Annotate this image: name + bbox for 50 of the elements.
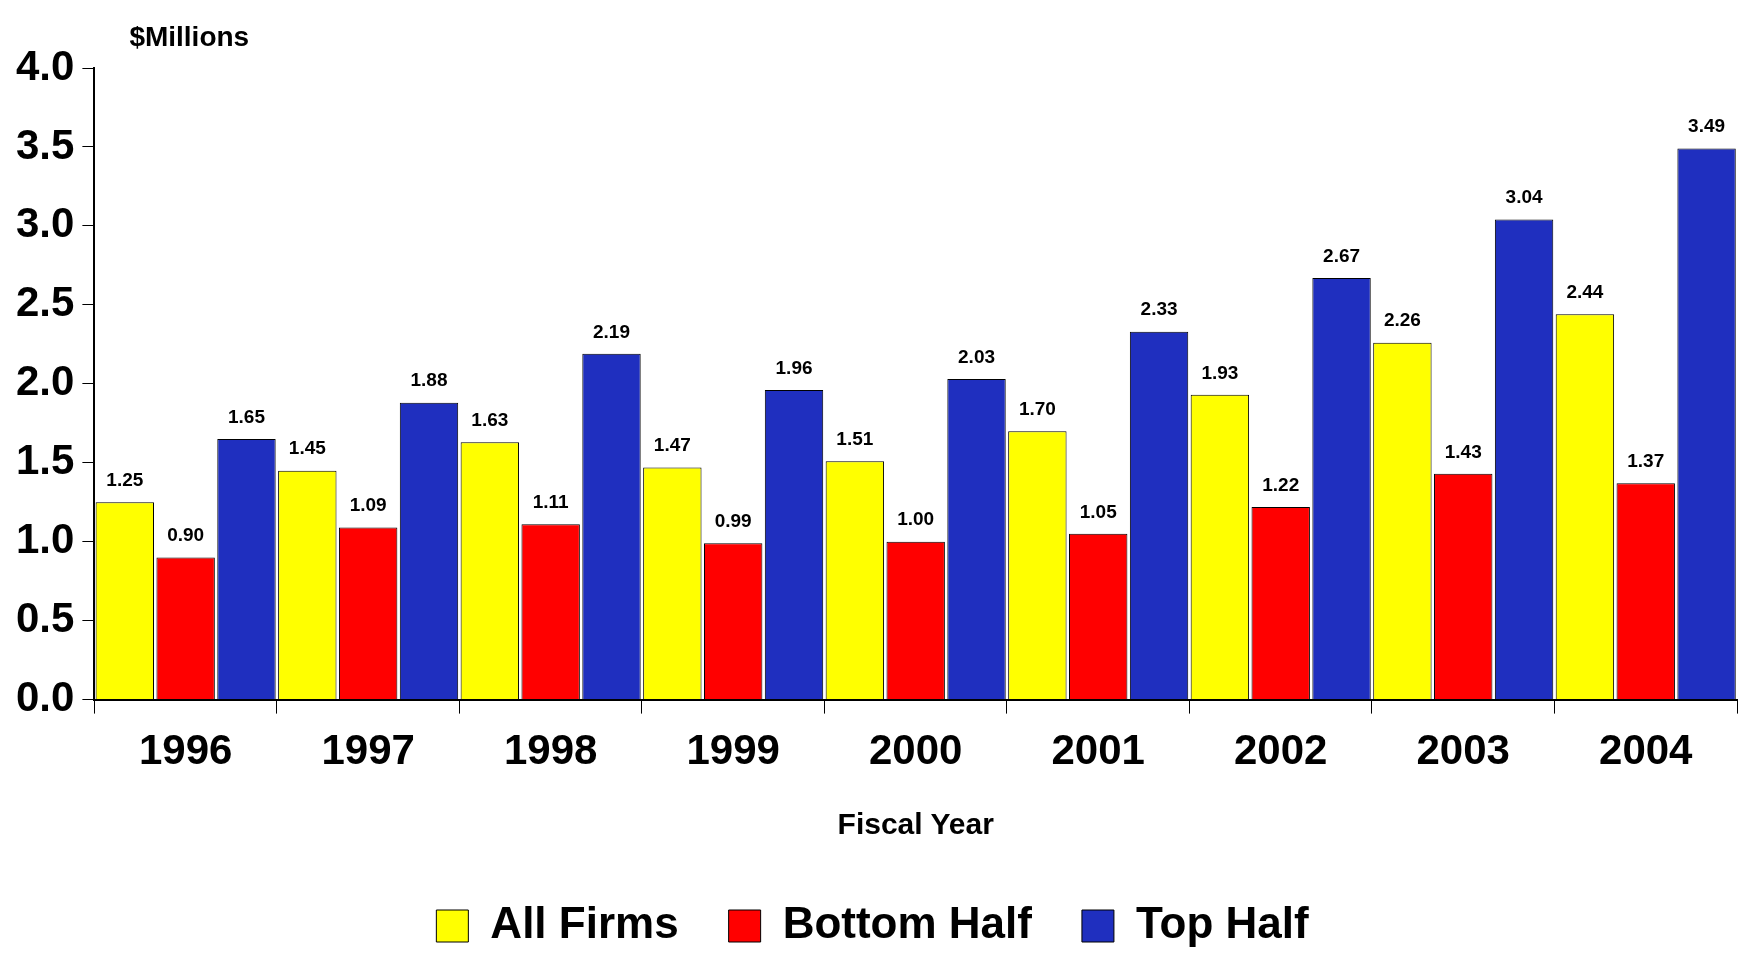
data-label: 3.49 — [1688, 115, 1726, 137]
text: 2.5 — [16, 278, 75, 326]
x-tick-label: 2000 — [868, 726, 963, 774]
data-label: 2.26 — [1383, 309, 1421, 331]
text: 0.0 — [16, 673, 75, 721]
text: 2.0 — [16, 357, 75, 405]
legend-label: All Firms — [490, 898, 679, 948]
data-label: 1.47 — [653, 434, 691, 456]
x-tick-label: 1999 — [686, 726, 780, 774]
x-tick-label: 2001 — [1051, 726, 1145, 774]
y-axis-title: $Millions — [129, 20, 250, 52]
text: 3.0 — [16, 199, 75, 247]
data-label: 1.09 — [349, 494, 387, 516]
data-label: 1.37 — [1627, 450, 1665, 472]
text: 4.0 — [16, 41, 75, 89]
x-tick-label: 1997 — [321, 726, 415, 774]
data-label: 1.43 — [1444, 440, 1482, 462]
data-label: 1.22 — [1262, 473, 1300, 495]
x-axis-title: Fiscal Year — [837, 807, 995, 841]
data-label: 2.44 — [1566, 281, 1604, 303]
x-tick-label: 2003 — [1416, 726, 1510, 774]
x-tick-label: 1996 — [138, 726, 233, 774]
data-label: 1.93 — [1201, 361, 1239, 383]
data-label: 1.70 — [1018, 397, 1056, 419]
data-label: 1.05 — [1079, 500, 1118, 522]
data-label: 1.00 — [897, 508, 935, 530]
data-label: 2.03 — [958, 345, 996, 367]
text: 1.0 — [16, 515, 75, 563]
x-tick-label: 2004 — [1599, 726, 1694, 774]
data-label: 2.19 — [593, 320, 630, 342]
data-label: 1.88 — [410, 369, 448, 391]
data-label: 1.96 — [775, 356, 813, 378]
legend-label: Top Half — [1135, 898, 1309, 948]
data-label: 1.45 — [288, 437, 327, 459]
legend-label: Bottom Half — [782, 898, 1033, 948]
data-label: 1.25 — [106, 468, 144, 490]
data-label: 1.63 — [471, 408, 509, 430]
text: 0.5 — [16, 594, 75, 642]
text: 3.5 — [16, 120, 75, 168]
data-label: 1.51 — [836, 427, 874, 449]
data-label: 2.67 — [1323, 244, 1361, 266]
data-label: 1.65 — [227, 405, 266, 427]
data-label: 0.99 — [714, 510, 752, 532]
data-label: 0.90 — [167, 524, 205, 546]
text: 1.5 — [16, 436, 75, 484]
data-label: 2.33 — [1140, 298, 1178, 320]
x-tick-label: 2002 — [1234, 726, 1328, 774]
x-tick-label: 1998 — [503, 726, 598, 774]
data-label: 3.04 — [1505, 186, 1543, 208]
data-label: 1.11 — [532, 491, 570, 513]
